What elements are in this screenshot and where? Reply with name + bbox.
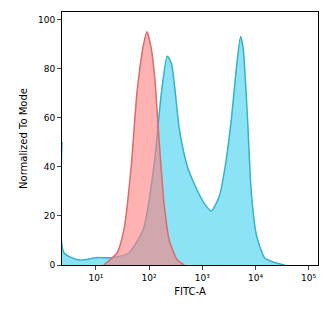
svg-text:10¹: 10¹: [88, 273, 103, 283]
svg-text:60: 60: [44, 113, 56, 123]
svg-text:80: 80: [44, 64, 56, 74]
svg-text:40: 40: [44, 162, 56, 172]
svg-text:100: 100: [38, 15, 55, 25]
svg-text:Normalized To Mode: Normalized To Mode: [18, 88, 29, 189]
svg-text:10⁴: 10⁴: [248, 273, 263, 283]
svg-text:20: 20: [44, 211, 56, 221]
svg-text:10²: 10²: [142, 273, 157, 283]
svg-text:0: 0: [49, 260, 55, 270]
svg-text:10³: 10³: [195, 273, 210, 283]
svg-text:FITC-A: FITC-A: [174, 286, 206, 297]
svg-text:10⁵: 10⁵: [301, 273, 316, 283]
